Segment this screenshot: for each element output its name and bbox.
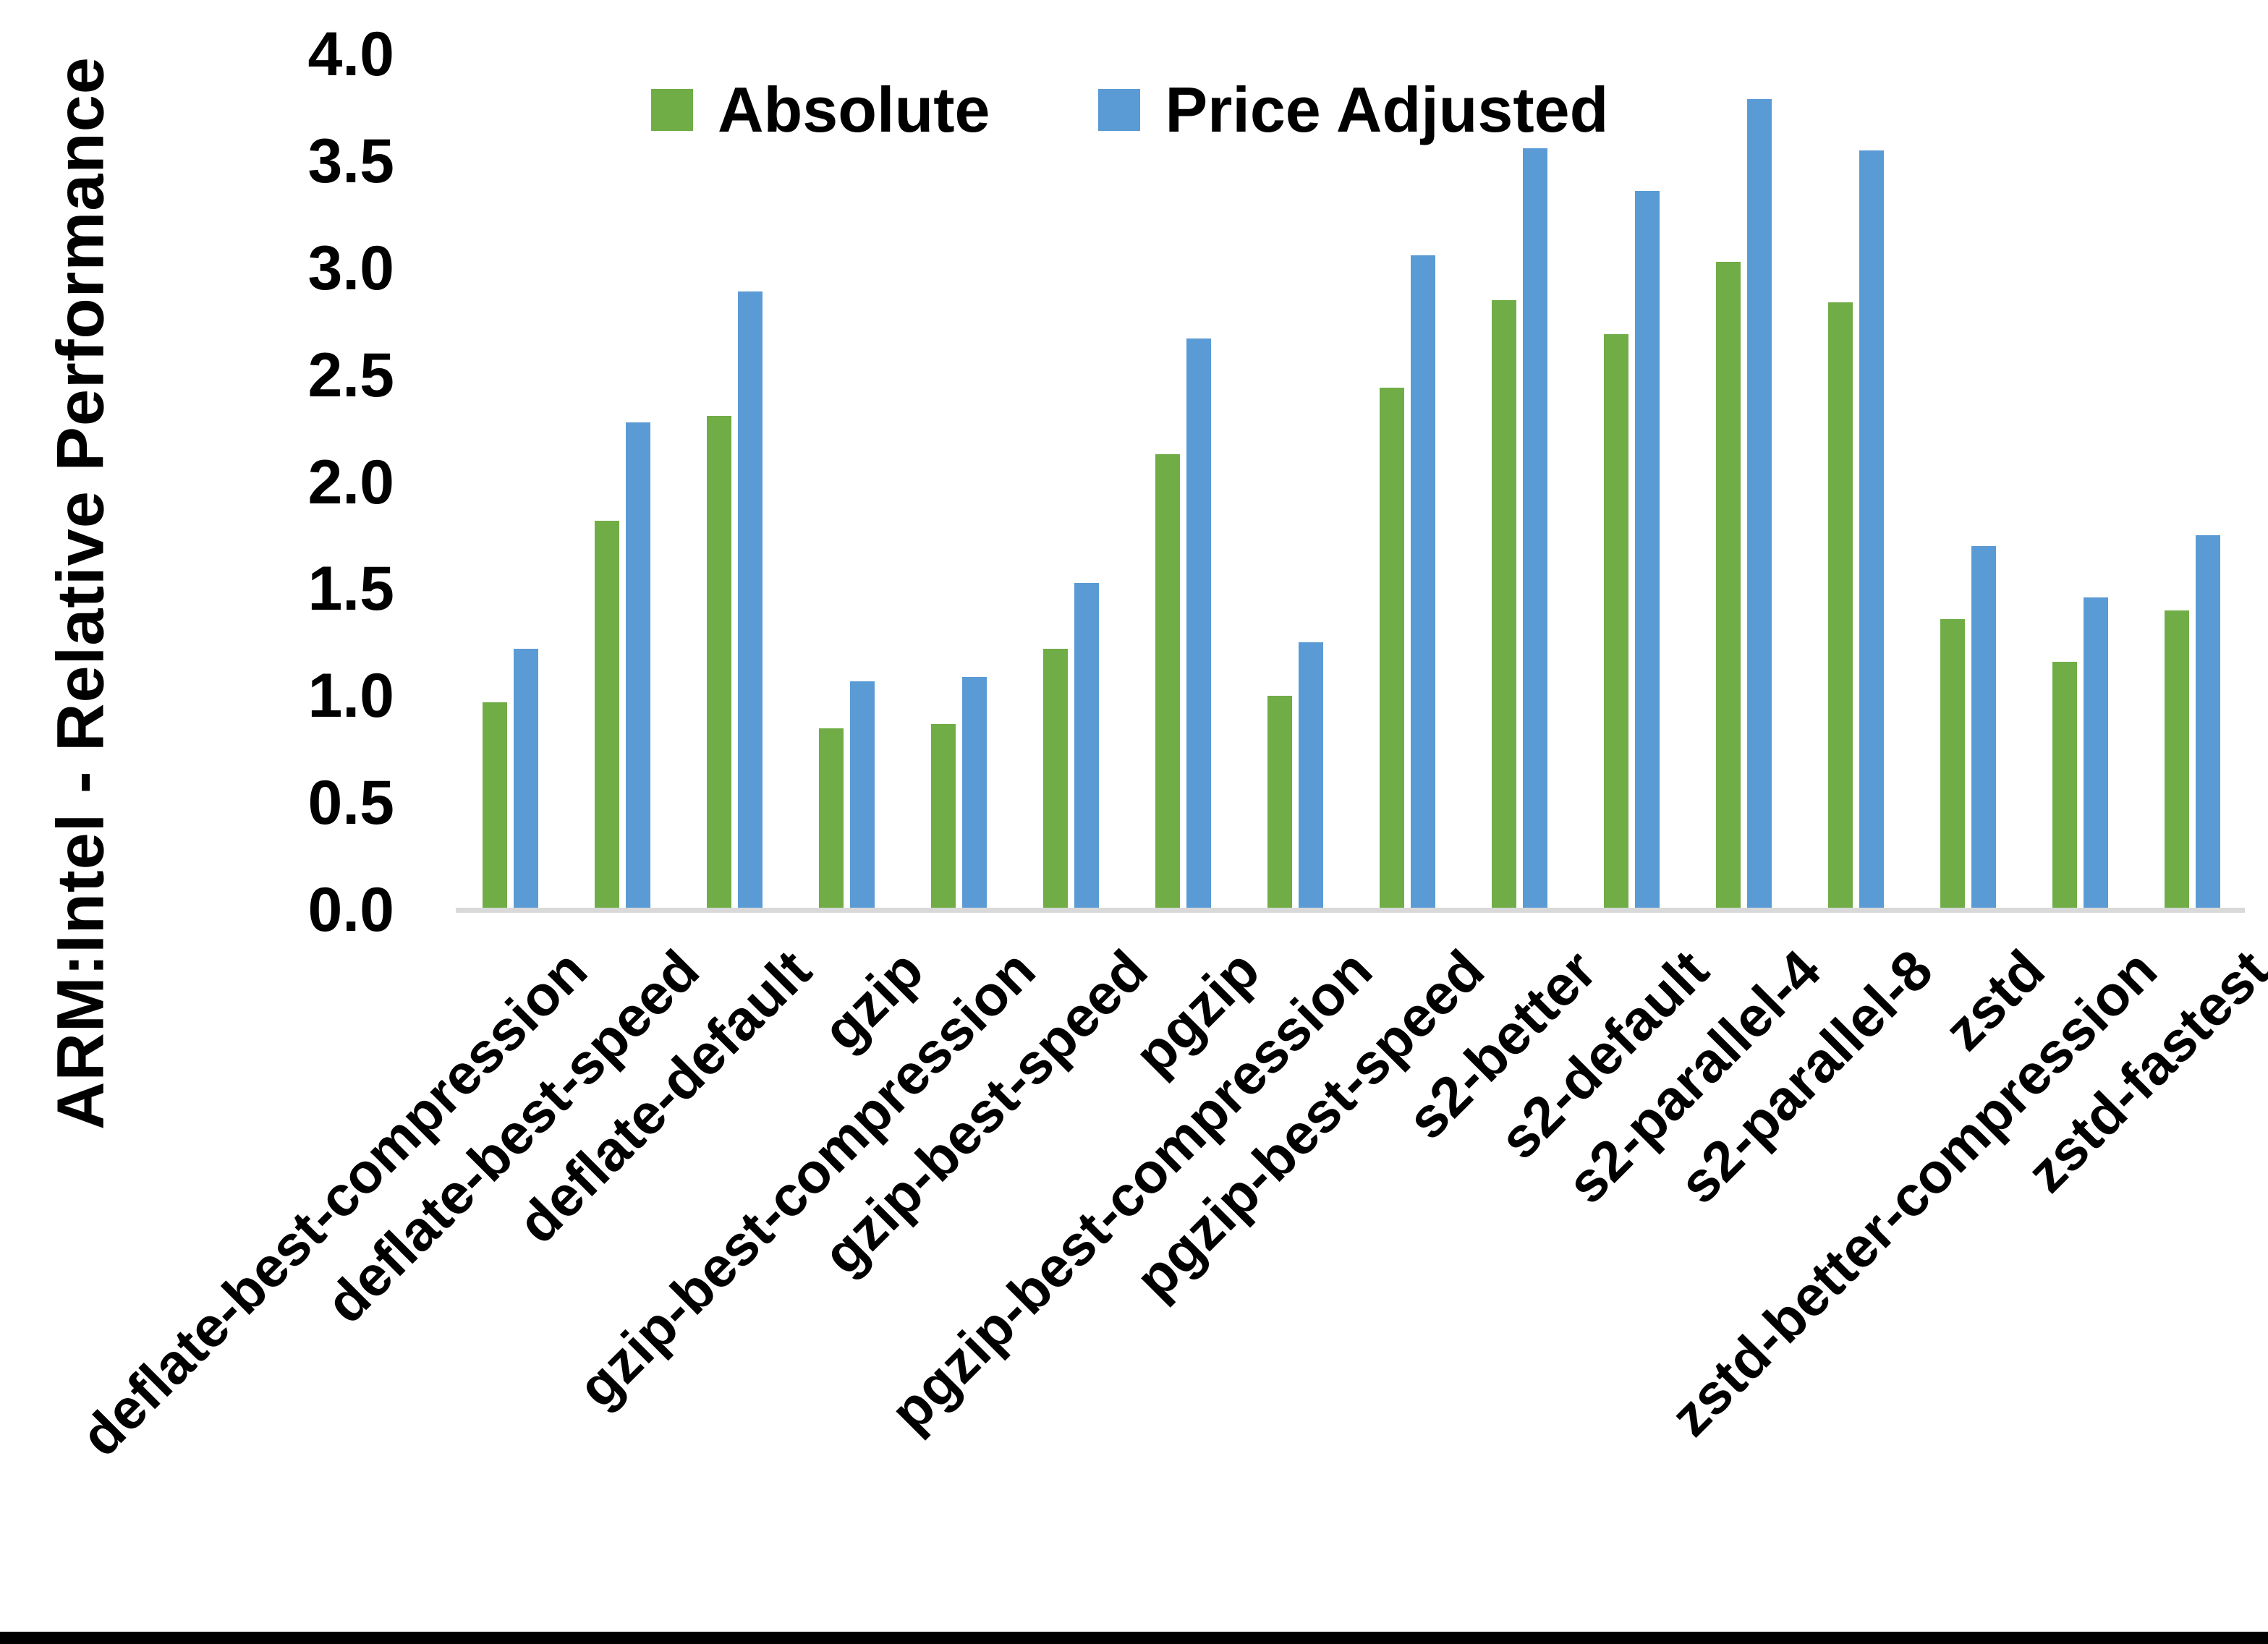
bar-deflate-best-compression-price-adjusted: [514, 649, 538, 910]
y-axis-title: ARM:Intel - Relative Performance: [43, 56, 118, 1130]
bar-s2-parallel-4-absolute: [1716, 261, 1741, 910]
y-tick-label-2.0: 2.0: [307, 447, 394, 517]
bar-s2-parallel-4-price-adjusted: [1747, 99, 1772, 910]
bar-gzip-best-speed-absolute: [1043, 649, 1068, 910]
bar-zstd-better-compression-price-adjusted: [2084, 597, 2108, 910]
bar-gzip-price-adjusted: [850, 681, 875, 910]
y-tick-label-0.5: 0.5: [307, 768, 394, 838]
bar-deflate-default-price-adjusted: [738, 291, 763, 910]
x-axis-line: [456, 908, 2245, 913]
legend-item-absolute: Absolute: [651, 78, 990, 142]
bar-pgzip-best-compression-absolute: [1267, 696, 1292, 910]
bar-pgzip-best-speed-absolute: [1380, 388, 1404, 910]
legend-label-absolute: Absolute: [718, 74, 990, 145]
bar-s2-better-price-adjusted: [1523, 148, 1547, 910]
bar-gzip-best-compression-absolute: [931, 723, 956, 910]
bar-zstd-absolute: [1940, 618, 1965, 910]
bar-s2-parallel-8-price-adjusted: [1859, 150, 1884, 910]
bar-deflate-default-absolute: [707, 415, 731, 910]
bar-pgzip-best-compression-price-adjusted: [1299, 642, 1323, 910]
bar-s2-better-absolute: [1492, 300, 1516, 910]
y-tick-label-1.5: 1.5: [307, 554, 394, 624]
bar-zstd-price-adjusted: [1971, 546, 1996, 910]
bar-zstd-better-compression-absolute: [2052, 661, 2077, 910]
y-tick-label-0.0: 0.0: [307, 875, 394, 945]
legend-item-price-adjusted: Price Adjusted: [1098, 78, 1608, 142]
bar-gzip-best-compression-price-adjusted: [962, 676, 987, 910]
bar-s2-default-price-adjusted: [1635, 191, 1660, 910]
chart-legend: Absolute Price Adjusted: [651, 78, 1608, 142]
bar-pgzip-absolute: [1155, 454, 1180, 910]
legend-swatch-absolute: [651, 89, 693, 131]
bar-pgzip-best-speed-price-adjusted: [1411, 255, 1435, 910]
y-tick-label-4.0: 4.0: [307, 20, 394, 89]
bar-pgzip-price-adjusted: [1186, 338, 1211, 910]
bottom-border: [0, 1632, 2268, 1644]
bar-deflate-best-speed-absolute: [595, 520, 619, 910]
bar-deflate-best-compression-absolute: [483, 702, 507, 910]
y-tick-label-3.5: 3.5: [307, 126, 394, 196]
bar-s2-parallel-8-absolute: [1828, 302, 1853, 910]
bar-gzip-absolute: [819, 728, 844, 910]
y-tick-label-1.0: 1.0: [307, 661, 394, 731]
bar-zstd-fastest-price-adjusted: [2196, 535, 2220, 910]
y-tick-label-2.5: 2.5: [307, 340, 394, 410]
bar-deflate-best-speed-price-adjusted: [626, 422, 650, 910]
bar-zstd-fastest-absolute: [2165, 610, 2189, 910]
y-tick-label-3.0: 3.0: [307, 233, 394, 303]
legend-swatch-price-adjusted: [1098, 89, 1141, 131]
bar-gzip-best-speed-price-adjusted: [1074, 582, 1099, 910]
bar-s2-default-absolute: [1604, 334, 1628, 910]
legend-label-price-adjusted: Price Adjusted: [1165, 74, 1609, 145]
